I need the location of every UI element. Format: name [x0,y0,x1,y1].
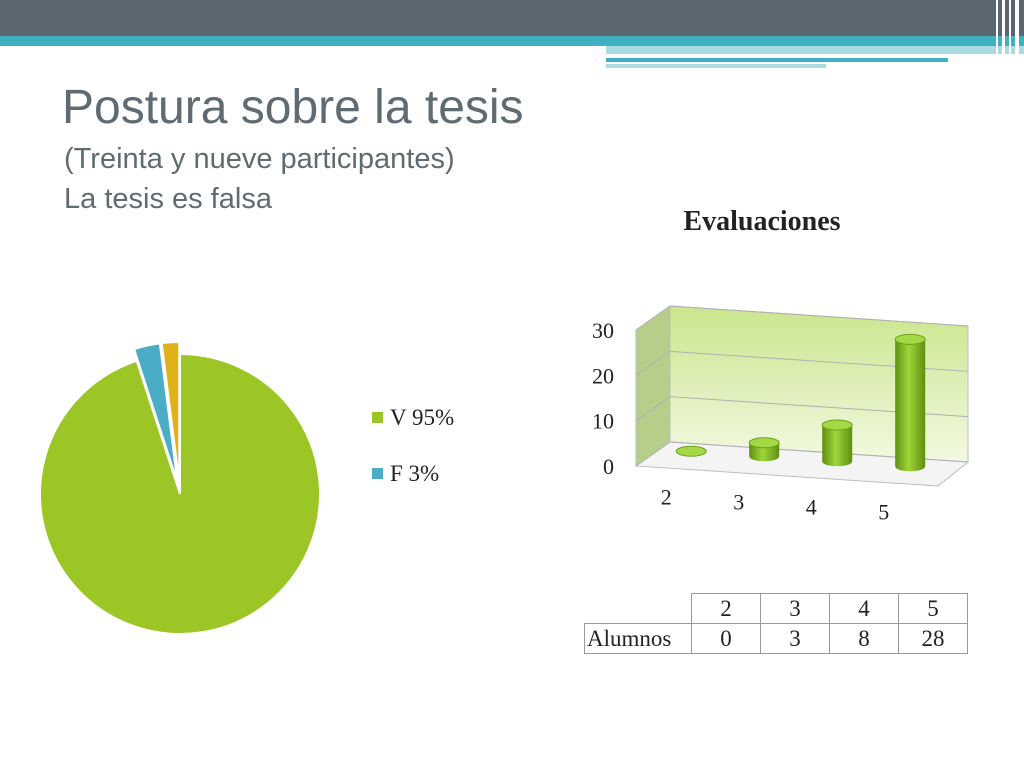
legend-label-f: F 3% [390,461,440,486]
x-tick-label: 3 [733,490,744,515]
legend-swatch-v [372,412,383,424]
legend-label-v: V 95% [390,405,455,430]
x-tick-label: 2 [661,485,672,510]
accent-band-light [606,46,1024,54]
data-table-corner [584,593,692,624]
legend-item-f: F 3% [372,460,454,488]
data-table: 2 3 4 5 Alumnos 0 3 8 28 [584,593,968,654]
gridline [669,305,969,327]
pie-slice-0 [39,352,321,635]
bar-cylinder-top [894,333,926,345]
data-table-cell: 0 [691,623,761,654]
bar-chart-title: Evaluaciones [683,206,841,237]
bar-side-wall [635,305,671,467]
top-bar [0,0,1024,36]
bar-cylinder [895,339,926,472]
pie-slice-1 [132,342,179,483]
data-table-cell: 28 [898,623,968,654]
bar-cylinder-top [748,437,780,449]
slide-title: Postura sobre la tesis [62,81,524,134]
y-tick-label: 10 [592,409,614,434]
x-tick-label: 5 [878,500,889,525]
data-table-header-cell: 4 [829,593,899,624]
data-table-header-cell: 2 [691,593,761,624]
gridline-side [635,305,671,331]
data-table-cell: 8 [829,623,899,654]
slide-subtitle-secondary: La tesis es falsa [64,183,272,215]
x-tick-label: 4 [806,495,817,520]
data-table-header-row: 2 3 4 5 [584,593,968,624]
gridline-side [635,396,671,422]
data-table-row-label: Alumnos [584,623,692,654]
accent-line-light [606,64,826,68]
accent-band [0,36,1024,46]
pie-slice-2 [160,341,181,483]
gridline-side [635,441,671,467]
y-tick-label: 20 [592,363,614,388]
legend-item-v: V 95% [372,404,454,432]
data-table-header-cell: 5 [898,593,968,624]
y-tick-label: 30 [592,318,614,343]
accent-line [606,58,948,62]
gridline-side [635,350,671,376]
legend-swatch-f [372,468,383,480]
bar-cylinder-top [821,419,853,431]
data-table-row: Alumnos 0 3 8 28 [584,623,968,654]
bar-cylinder-top [675,445,707,457]
y-tick-label: 0 [603,454,614,479]
slide-subtitle: (Treinta y nueve participantes) [64,143,455,175]
pie-legend: V 95% F 3% [372,404,454,516]
data-table-cell: 3 [760,623,830,654]
data-table-header-cell: 3 [760,593,830,624]
corner-stripes [992,0,1024,70]
bar-cylinder [822,425,853,467]
